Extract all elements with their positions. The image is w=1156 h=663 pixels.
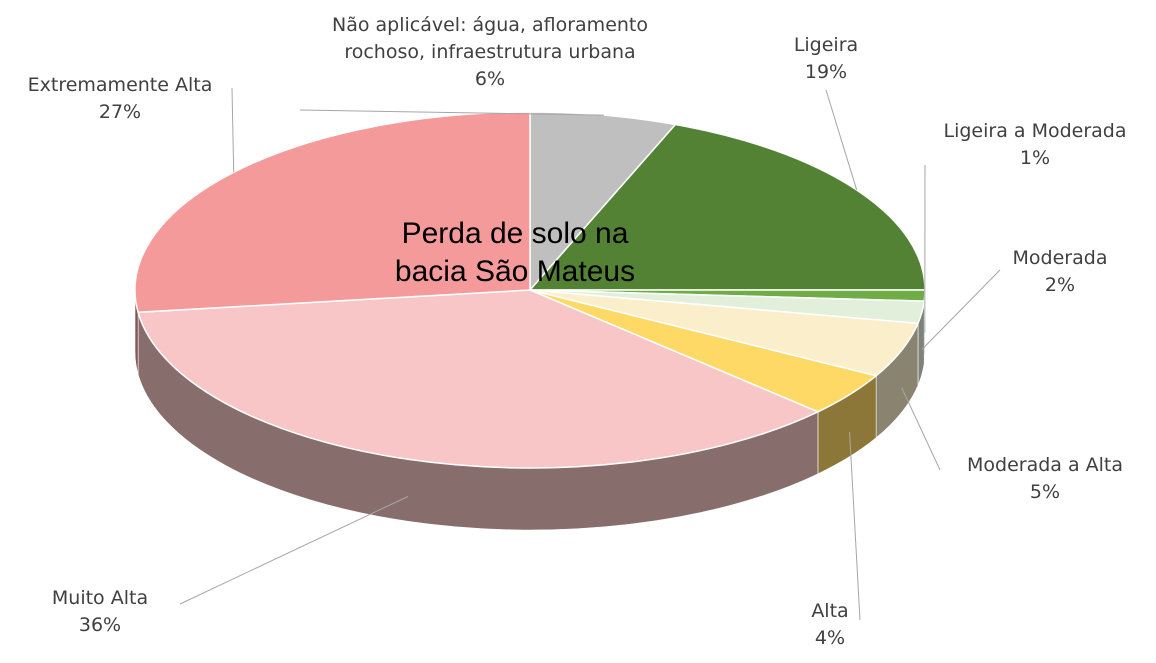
slice-label: Alta 4% <box>770 598 890 652</box>
value-label: 19% <box>804 61 848 83</box>
leader-line <box>299 109 605 116</box>
slice <box>137 289 820 469</box>
slice-label: Extremamente Alta 27% <box>0 72 240 126</box>
leader-line <box>231 87 235 173</box>
value-label: 27% <box>98 101 142 123</box>
leader-line <box>921 269 1001 350</box>
slice-label: Ligeira a Moderada 1% <box>915 118 1155 172</box>
slice <box>134 111 531 314</box>
category-label: Moderada <box>1012 247 1108 269</box>
leader-line <box>179 496 409 605</box>
slice-label: Muito Alta 36% <box>0 585 200 639</box>
leader-line <box>825 89 858 191</box>
category-label: Ligeira a Moderada <box>943 120 1127 142</box>
value-label: 1% <box>1019 147 1051 169</box>
value-label: 5% <box>1029 481 1061 503</box>
slice-label: Ligeira 19% <box>756 32 896 86</box>
category-label: Muito Alta <box>51 587 149 609</box>
category-label: Não aplicável: água, afloramento rochoso… <box>332 14 648 63</box>
category-label: Extremamente Alta <box>27 74 213 96</box>
slice-label: Moderada 2% <box>990 245 1130 299</box>
value-label: 2% <box>1044 274 1076 296</box>
leader-line <box>901 387 941 471</box>
value-label: 6% <box>474 68 506 90</box>
category-label: Moderada a Alta <box>966 454 1124 476</box>
category-label: Alta <box>811 600 849 622</box>
chart-title: Perda de solo na bacia São Mateus <box>394 217 636 288</box>
slice-label: Não aplicável: água, afloramento rochoso… <box>290 12 690 93</box>
value-label: 4% <box>814 627 846 649</box>
leader-line <box>849 431 861 621</box>
slice-label: Moderada a Alta 5% <box>925 452 1156 506</box>
value-label: 36% <box>78 614 122 636</box>
category-label: Ligeira <box>793 34 859 56</box>
